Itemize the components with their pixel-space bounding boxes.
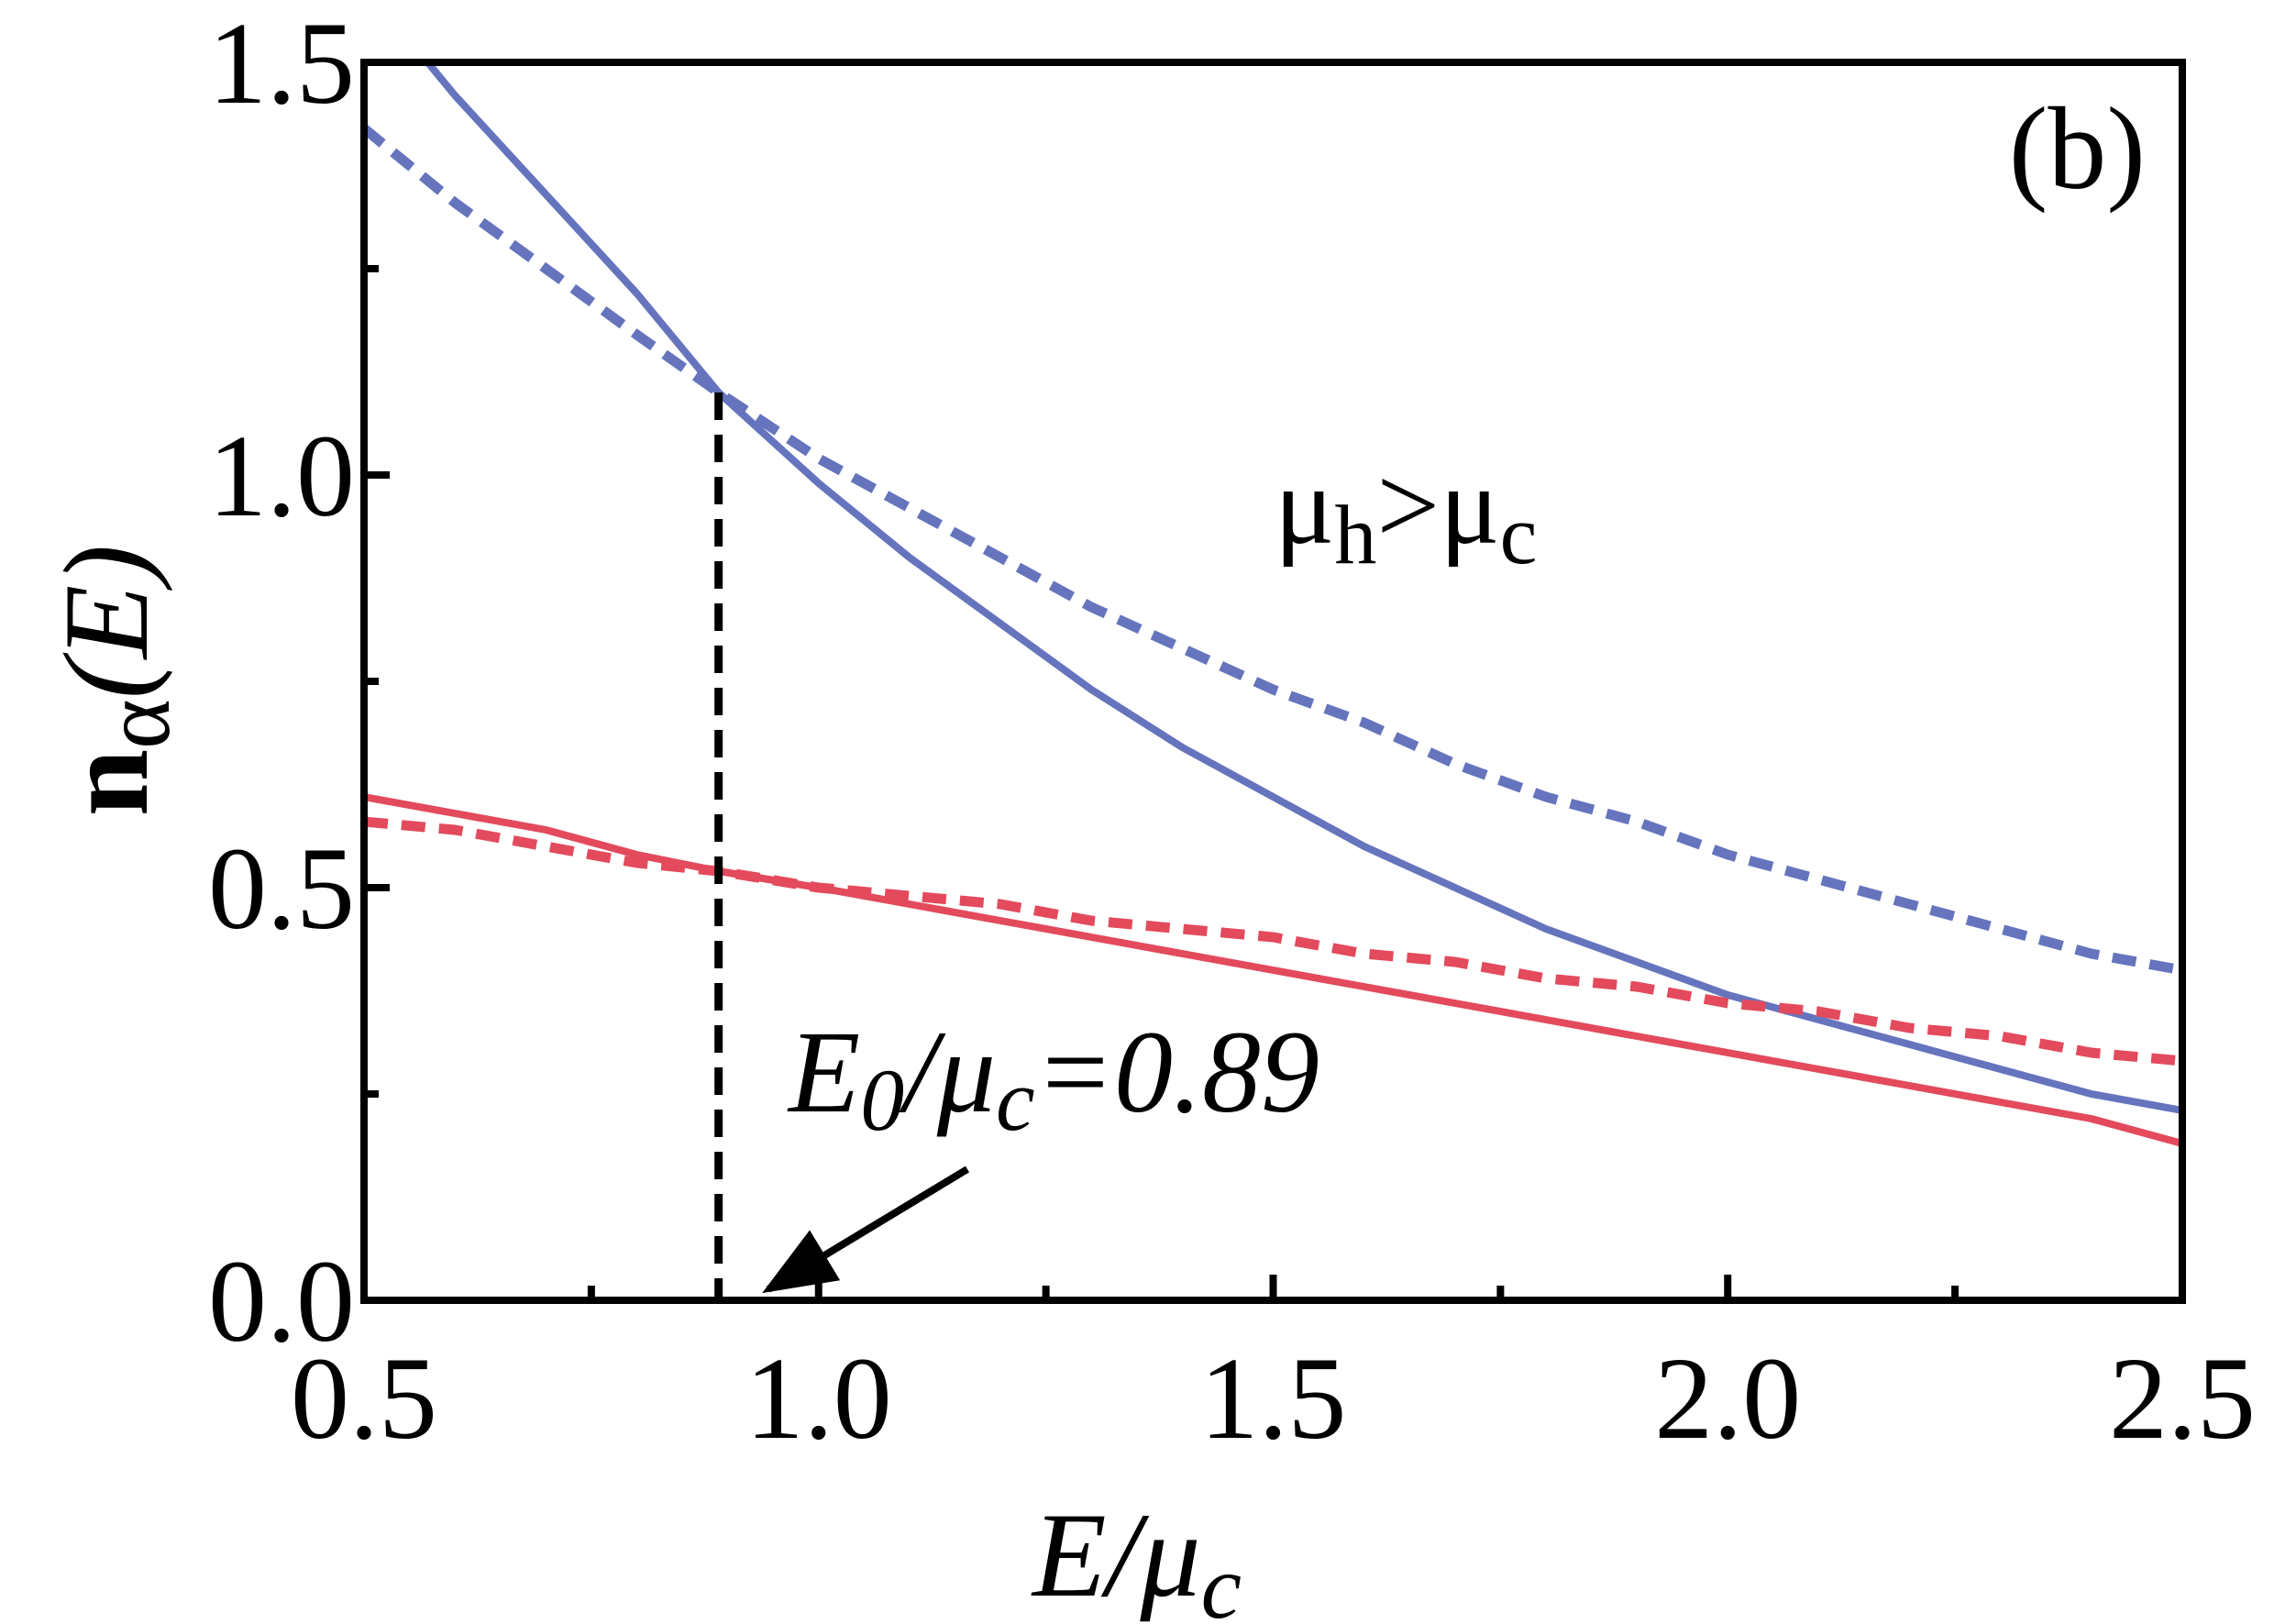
x-axis-title-main: E/μ [1031, 1487, 1201, 1622]
condition-mu-c: μ [1440, 444, 1499, 568]
series-red-dashed-line [364, 816, 2182, 1066]
tick-label-layer: 0.5 1.0 1.5 2.0 2.50.00.51.01.5 [208, 0, 2256, 1464]
x-tick-label: 1.5 [1200, 1333, 1347, 1464]
y-tick-label: 1.5 [208, 0, 355, 128]
y-tick-label: 0.0 [208, 1236, 355, 1366]
condition-c-sub: c [1500, 488, 1538, 581]
series-blue-dashed-line [364, 124, 2182, 976]
y-axis-title: nα(E) [39, 545, 190, 816]
x-tick-label: 2.0 [1654, 1333, 1801, 1464]
e0-sub-c: c [996, 1051, 1035, 1149]
series-red-solid-line [364, 793, 2182, 1147]
e0-value: =0.89 [1035, 1007, 1319, 1137]
x-tick-label: 2.5 [2109, 1333, 2256, 1464]
x-tick-label: 1.0 [745, 1333, 892, 1464]
e0-slash-mu: /μ [899, 1007, 996, 1137]
panel-label: (b) [2009, 83, 2146, 214]
e0-E: E [787, 1007, 860, 1137]
y-tick-label: 0.5 [208, 823, 355, 954]
y-axis-title-tail: (E) [39, 545, 173, 700]
x-axis-title-sub: c [1201, 1536, 1242, 1624]
y-axis-title-main: n [39, 749, 173, 816]
series-layer [364, 62, 2182, 1147]
x-axis-title: E/μc [1031, 1487, 1242, 1624]
condition-mu-h: μ [1275, 444, 1334, 568]
condition-annotation: μh>μc [1275, 444, 1538, 581]
condition-h-sub: h [1334, 488, 1376, 581]
y-tick-label: 1.0 [208, 411, 355, 541]
e0-arrow [762, 1166, 970, 1294]
x-tick-label: 0.5 [291, 1333, 437, 1464]
e0-annotation: E0/μc=0.89 [787, 1007, 1319, 1149]
e0-sub-zero: 0 [860, 1051, 904, 1149]
y-axis-title-sub: α [84, 699, 190, 749]
condition-gt: > [1376, 444, 1440, 568]
series-blue-solid-line [425, 62, 2182, 1114]
